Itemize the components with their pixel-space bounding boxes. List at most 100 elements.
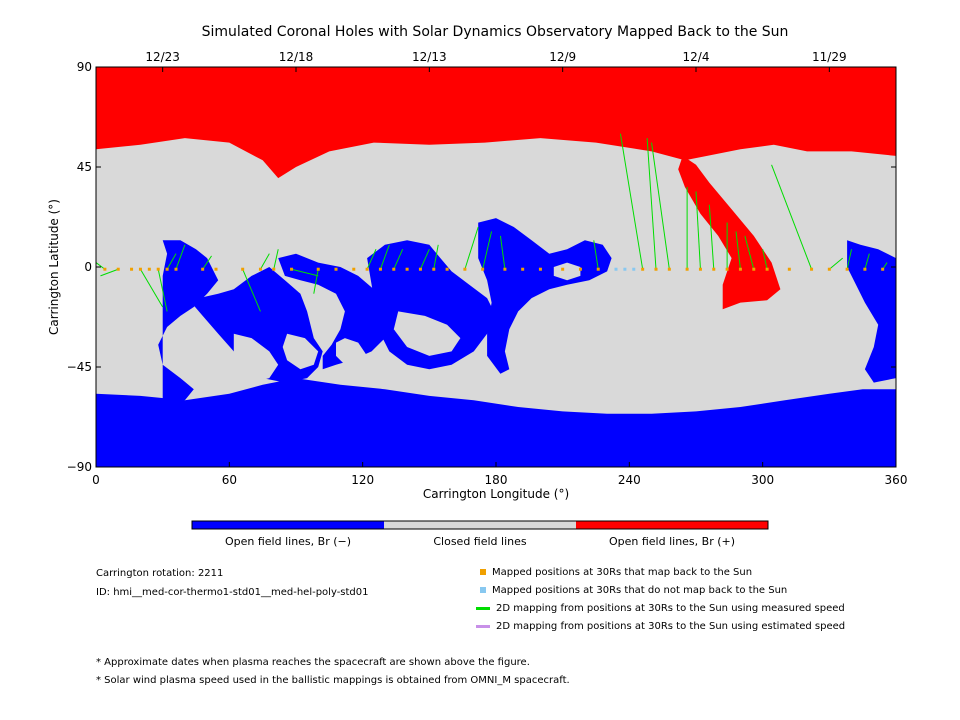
closed-field-island <box>282 333 319 370</box>
unmapped-point <box>632 267 636 271</box>
footnote-speed: * Solar wind plasma speed used in the ba… <box>96 675 570 686</box>
mapped-point <box>165 267 169 271</box>
mapping-line <box>846 249 853 270</box>
x-tick-label: 0 <box>92 473 100 487</box>
colorbar: Open field lines, Br (−) Closed field li… <box>191 520 769 548</box>
plot-area <box>95 66 897 468</box>
mapped-point <box>578 267 582 271</box>
mapping-line <box>482 231 493 270</box>
mapped-point <box>712 267 716 271</box>
mapping-line <box>593 240 599 270</box>
mapped-point <box>881 267 885 271</box>
mapped-point <box>116 267 120 271</box>
legend-measured-speed: 2D mapping from positions at 30Rs to the… <box>476 603 845 614</box>
mapping-line <box>166 253 177 270</box>
mapping-line <box>619 133 644 270</box>
mapped-point <box>667 267 671 271</box>
carrington-rotation: Carrington rotation: 2211 <box>96 568 224 579</box>
mapped-point <box>138 267 142 271</box>
closed-field-island <box>336 338 368 365</box>
legend-mapped-back: Mapped positions at 30Rs that map back t… <box>480 567 752 578</box>
mapped-point <box>418 267 422 271</box>
mapped-point <box>272 267 276 271</box>
mapped-point <box>641 267 645 271</box>
y-tick-label: 45 <box>77 160 92 174</box>
mapped-point <box>845 267 849 271</box>
x-tick-label: 240 <box>618 473 641 487</box>
colorbar-label-negative: Open field lines, Br (−) <box>225 535 351 548</box>
x-tick-label: 300 <box>751 473 774 487</box>
mapped-point <box>827 267 831 271</box>
closed-field-island <box>553 262 581 281</box>
closed-field-island <box>393 311 461 356</box>
negative-field-patch <box>478 218 612 374</box>
mapping-line <box>829 257 843 270</box>
positive-field-tongue <box>678 155 781 310</box>
y-axis-label: Carrington Latitude (°) <box>47 199 61 335</box>
date-tick-label: 11/29 <box>812 50 847 64</box>
mapping-line <box>379 244 390 270</box>
mapped-point <box>538 267 542 271</box>
x-tick-label: 120 <box>351 473 374 487</box>
colorbar-negative <box>192 521 384 529</box>
mapped-point <box>765 267 769 271</box>
closed-field-island <box>233 333 279 383</box>
mapping-line <box>157 269 168 312</box>
mapped-point <box>241 267 245 271</box>
mapped-point <box>725 267 729 271</box>
mapping-line <box>242 269 261 312</box>
legend-estimated-speed: 2D mapping from positions at 30Rs to the… <box>476 621 845 632</box>
mapping-line <box>273 249 279 270</box>
south-negative-region <box>96 378 896 467</box>
mapped-point <box>654 267 658 271</box>
mapping-line <box>771 164 813 270</box>
legend-not-mapped-back: Mapped positions at 30Rs that do not map… <box>480 585 787 596</box>
mapped-point <box>463 267 467 271</box>
mapped-point <box>561 267 565 271</box>
mapped-points <box>103 267 885 271</box>
date-tick-label: 12/4 <box>683 50 710 64</box>
mapping-line <box>202 255 212 270</box>
mapped-point <box>738 267 742 271</box>
mapped-point <box>481 267 485 271</box>
orange-square-icon <box>480 569 486 575</box>
mapping-line <box>313 269 319 294</box>
mapped-point <box>334 267 338 271</box>
y-tick-label: −45 <box>67 360 92 374</box>
unmapped-point <box>623 267 627 271</box>
negative-field-patch <box>367 240 496 370</box>
mapped-point <box>521 267 525 271</box>
lightblue-square-icon <box>480 587 486 593</box>
mapped-point <box>201 267 205 271</box>
colorbar-label-positive: Open field lines, Br (+) <box>609 535 735 548</box>
mapped-point <box>432 267 436 271</box>
y-tick-label: −90 <box>67 460 92 474</box>
x-axis-label: Carrington Longitude (°) <box>423 487 569 501</box>
mapped-point <box>316 267 320 271</box>
mapping-line <box>708 204 715 270</box>
colorbar-closed <box>384 521 576 529</box>
mapped-point <box>147 267 151 271</box>
mapping-line <box>762 249 768 270</box>
mapping-line <box>291 268 319 277</box>
top-date-ticks: 12/23 12/18 12/13 12/9 12/4 11/29 <box>145 50 847 72</box>
mapped-point <box>174 267 178 271</box>
mapped-point <box>596 267 600 271</box>
negative-field-patch <box>158 240 219 405</box>
mapping-lines <box>95 133 888 312</box>
mapping-line <box>744 235 755 270</box>
colorbar-label-closed: Closed field lines <box>433 535 527 548</box>
mapped-point <box>365 267 369 271</box>
mapped-point <box>352 267 356 271</box>
mapped-point <box>405 267 409 271</box>
footnote-dates: * Approximate dates when plasma reaches … <box>96 657 530 668</box>
green-line-icon <box>476 606 490 610</box>
mapping-line <box>695 191 701 270</box>
y-tick-label: 90 <box>77 60 92 74</box>
mapped-point <box>503 267 507 271</box>
colorbar-positive <box>576 521 768 529</box>
mapping-line <box>433 244 439 270</box>
mapped-point <box>103 267 107 271</box>
mapping-line <box>646 138 657 270</box>
date-tick-label: 12/13 <box>412 50 447 64</box>
